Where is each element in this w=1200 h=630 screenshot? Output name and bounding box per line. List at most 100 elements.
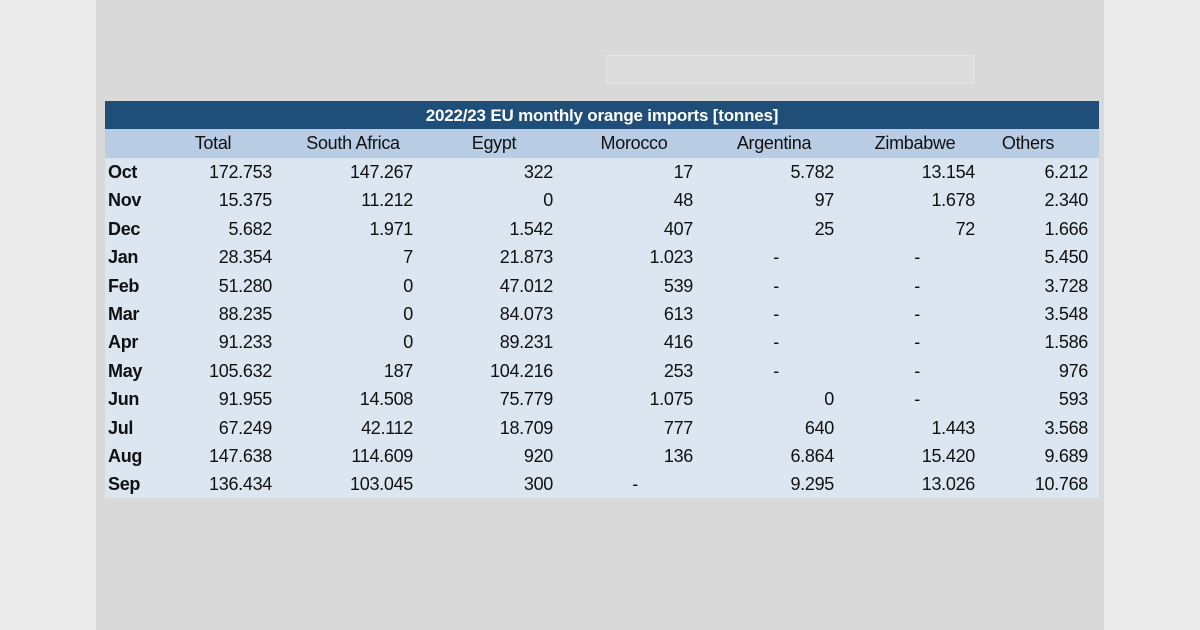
column-header: Total [194, 133, 232, 153]
table-cell: 3.548 [1044, 304, 1088, 324]
table-cell: - [914, 275, 920, 296]
table-cell: 89.231 [499, 332, 554, 353]
table-row: Jun 91.955 14.508 75.779 1.075 0 - 593 [105, 387, 1099, 416]
table-row: Aug 147.638 114.609 920 136 6.864 15.420 9.689 [105, 444, 1099, 473]
table-cell: 0 [403, 275, 413, 296]
table-cell: 9.295 [790, 474, 834, 495]
table-cell: 3.568 [1044, 417, 1088, 438]
table-cell: 253 [663, 360, 693, 381]
table-row: Mar 88.235 0 84.073 613 - - 3.548 [105, 302, 1099, 331]
table-row: Nov 15.375 11.212 0 48 97 1.678 2.340 [105, 188, 1099, 217]
table-cell: 1.666 [1044, 218, 1088, 239]
table-cell: 97 [814, 190, 835, 211]
table-cell: - [773, 332, 779, 353]
table-cell: 5.782 [790, 162, 834, 182]
row-label: Oct [108, 162, 138, 182]
table-title: 2022/23 EU monthly orange imports [tonne… [105, 101, 1099, 129]
table-cell: 15.375 [218, 190, 273, 211]
table-row: Feb 51.280 0 47.012 539 - - 3.728 [105, 274, 1099, 303]
table-cell: 613 [663, 304, 693, 324]
column-header: Egypt [471, 133, 517, 153]
table-cell: 147.267 [350, 162, 413, 182]
row-label: Jan [108, 247, 139, 268]
table-cell: 13.026 [921, 474, 976, 495]
table-cell: 84.073 [499, 304, 554, 324]
table-cell: 1.678 [931, 190, 975, 211]
table-cell: 640 [804, 417, 834, 438]
row-label: Mar [108, 304, 140, 324]
row-label: Apr [108, 332, 139, 353]
table-cell: 147.638 [209, 446, 272, 466]
table-cell: 187 [383, 360, 413, 381]
table-cell: 9.689 [1044, 446, 1088, 466]
table-cell: 67.249 [218, 417, 273, 438]
table-cell: 7 [403, 247, 413, 268]
table-cell: 5.682 [228, 218, 272, 239]
table-cell: 42.112 [361, 417, 413, 438]
table-cell: 976 [1058, 360, 1088, 381]
table-cell: - [773, 360, 779, 381]
table-row: Jul 67.249 42.112 18.709 777 640 1.443 3.568 [105, 416, 1099, 445]
table-cell: 21.873 [499, 247, 554, 268]
table-cell: 10.768 [1034, 474, 1089, 495]
table-cell: 48 [673, 190, 694, 211]
table-cell: 105.632 [209, 360, 272, 381]
table-cell: - [773, 275, 779, 296]
table-cell: 1.023 [649, 247, 693, 268]
table-cell: 1.075 [649, 389, 693, 410]
table-cell: 1.586 [1044, 332, 1088, 353]
table-cell: 0 [543, 190, 553, 211]
table-cell: 0 [403, 332, 413, 353]
table-cell: 300 [523, 474, 553, 495]
table-cell: 2.340 [1044, 190, 1088, 211]
table-cell: 51.280 [218, 275, 273, 296]
table-row: Dec 5.682 1.971 1.542 407 25 72 1.666 [105, 217, 1099, 246]
column-header: Zimbabwe [874, 133, 956, 153]
table-cell: 920 [523, 446, 553, 466]
row-label: Feb [108, 275, 140, 296]
table-cell: 6.864 [790, 446, 834, 466]
table-cell: 91.955 [218, 389, 273, 410]
table-cell: 88.235 [218, 304, 273, 324]
table-cell: 6.212 [1044, 162, 1088, 182]
table-row: Jan 28.354 7 21.873 1.023 - - 5.450 [105, 245, 1099, 274]
table-cell: - [914, 304, 920, 324]
table-row: Sep 136.434 103.045 300 - 9.295 13.026 10.768 [105, 472, 1099, 501]
table-row: Apr 91.233 0 89.231 416 - - 1.586 [105, 330, 1099, 359]
table-cell: 18.709 [499, 417, 554, 438]
row-label: Sep [108, 474, 141, 495]
row-label: Aug [108, 446, 143, 466]
row-label: Nov [108, 190, 142, 211]
table-cell: 72 [955, 218, 976, 239]
table-cell: 114.609 [351, 446, 413, 466]
table-cell: 1.971 [369, 218, 413, 239]
column-header: Others [1001, 133, 1055, 153]
row-label: Jun [108, 389, 140, 410]
table-cell: - [914, 332, 920, 353]
table-header: Total South Africa Egypt Morocco Argentina Zi… [105, 129, 1099, 158]
table-cell: 104.216 [490, 360, 553, 381]
table-row: May 105.632 187 104.216 253 - - 976 [105, 359, 1099, 388]
table-row: Oct 172.753 147.267 322 17 5.782 13.154 6.212 [105, 160, 1099, 189]
table-cell: - [632, 474, 638, 495]
table-cell: 91.233 [218, 332, 273, 353]
table-cell: 11.212 [361, 190, 413, 211]
table-cell: 172.753 [209, 162, 272, 182]
table-cell: 777 [663, 417, 693, 438]
column-header: Argentina [736, 133, 812, 153]
table-cell: 17 [673, 162, 694, 182]
table-cell: 13.154 [921, 162, 976, 182]
table-cell: 1.542 [509, 218, 553, 239]
table-cell: 25 [814, 218, 835, 239]
table-cell: 0 [824, 389, 834, 410]
faint-box [606, 55, 974, 84]
table-cell: 75.779 [499, 389, 554, 410]
table-cell: - [773, 247, 779, 268]
image-canvas: 2022/23 EU monthly orange imports [tonne… [96, 0, 1104, 630]
table-cell: 416 [663, 332, 693, 353]
table-cell: 136 [663, 446, 693, 466]
table-cell: - [914, 247, 920, 268]
table-cell: 0 [403, 304, 413, 324]
table-cell: 3.728 [1044, 275, 1088, 296]
row-label: Dec [108, 218, 141, 239]
